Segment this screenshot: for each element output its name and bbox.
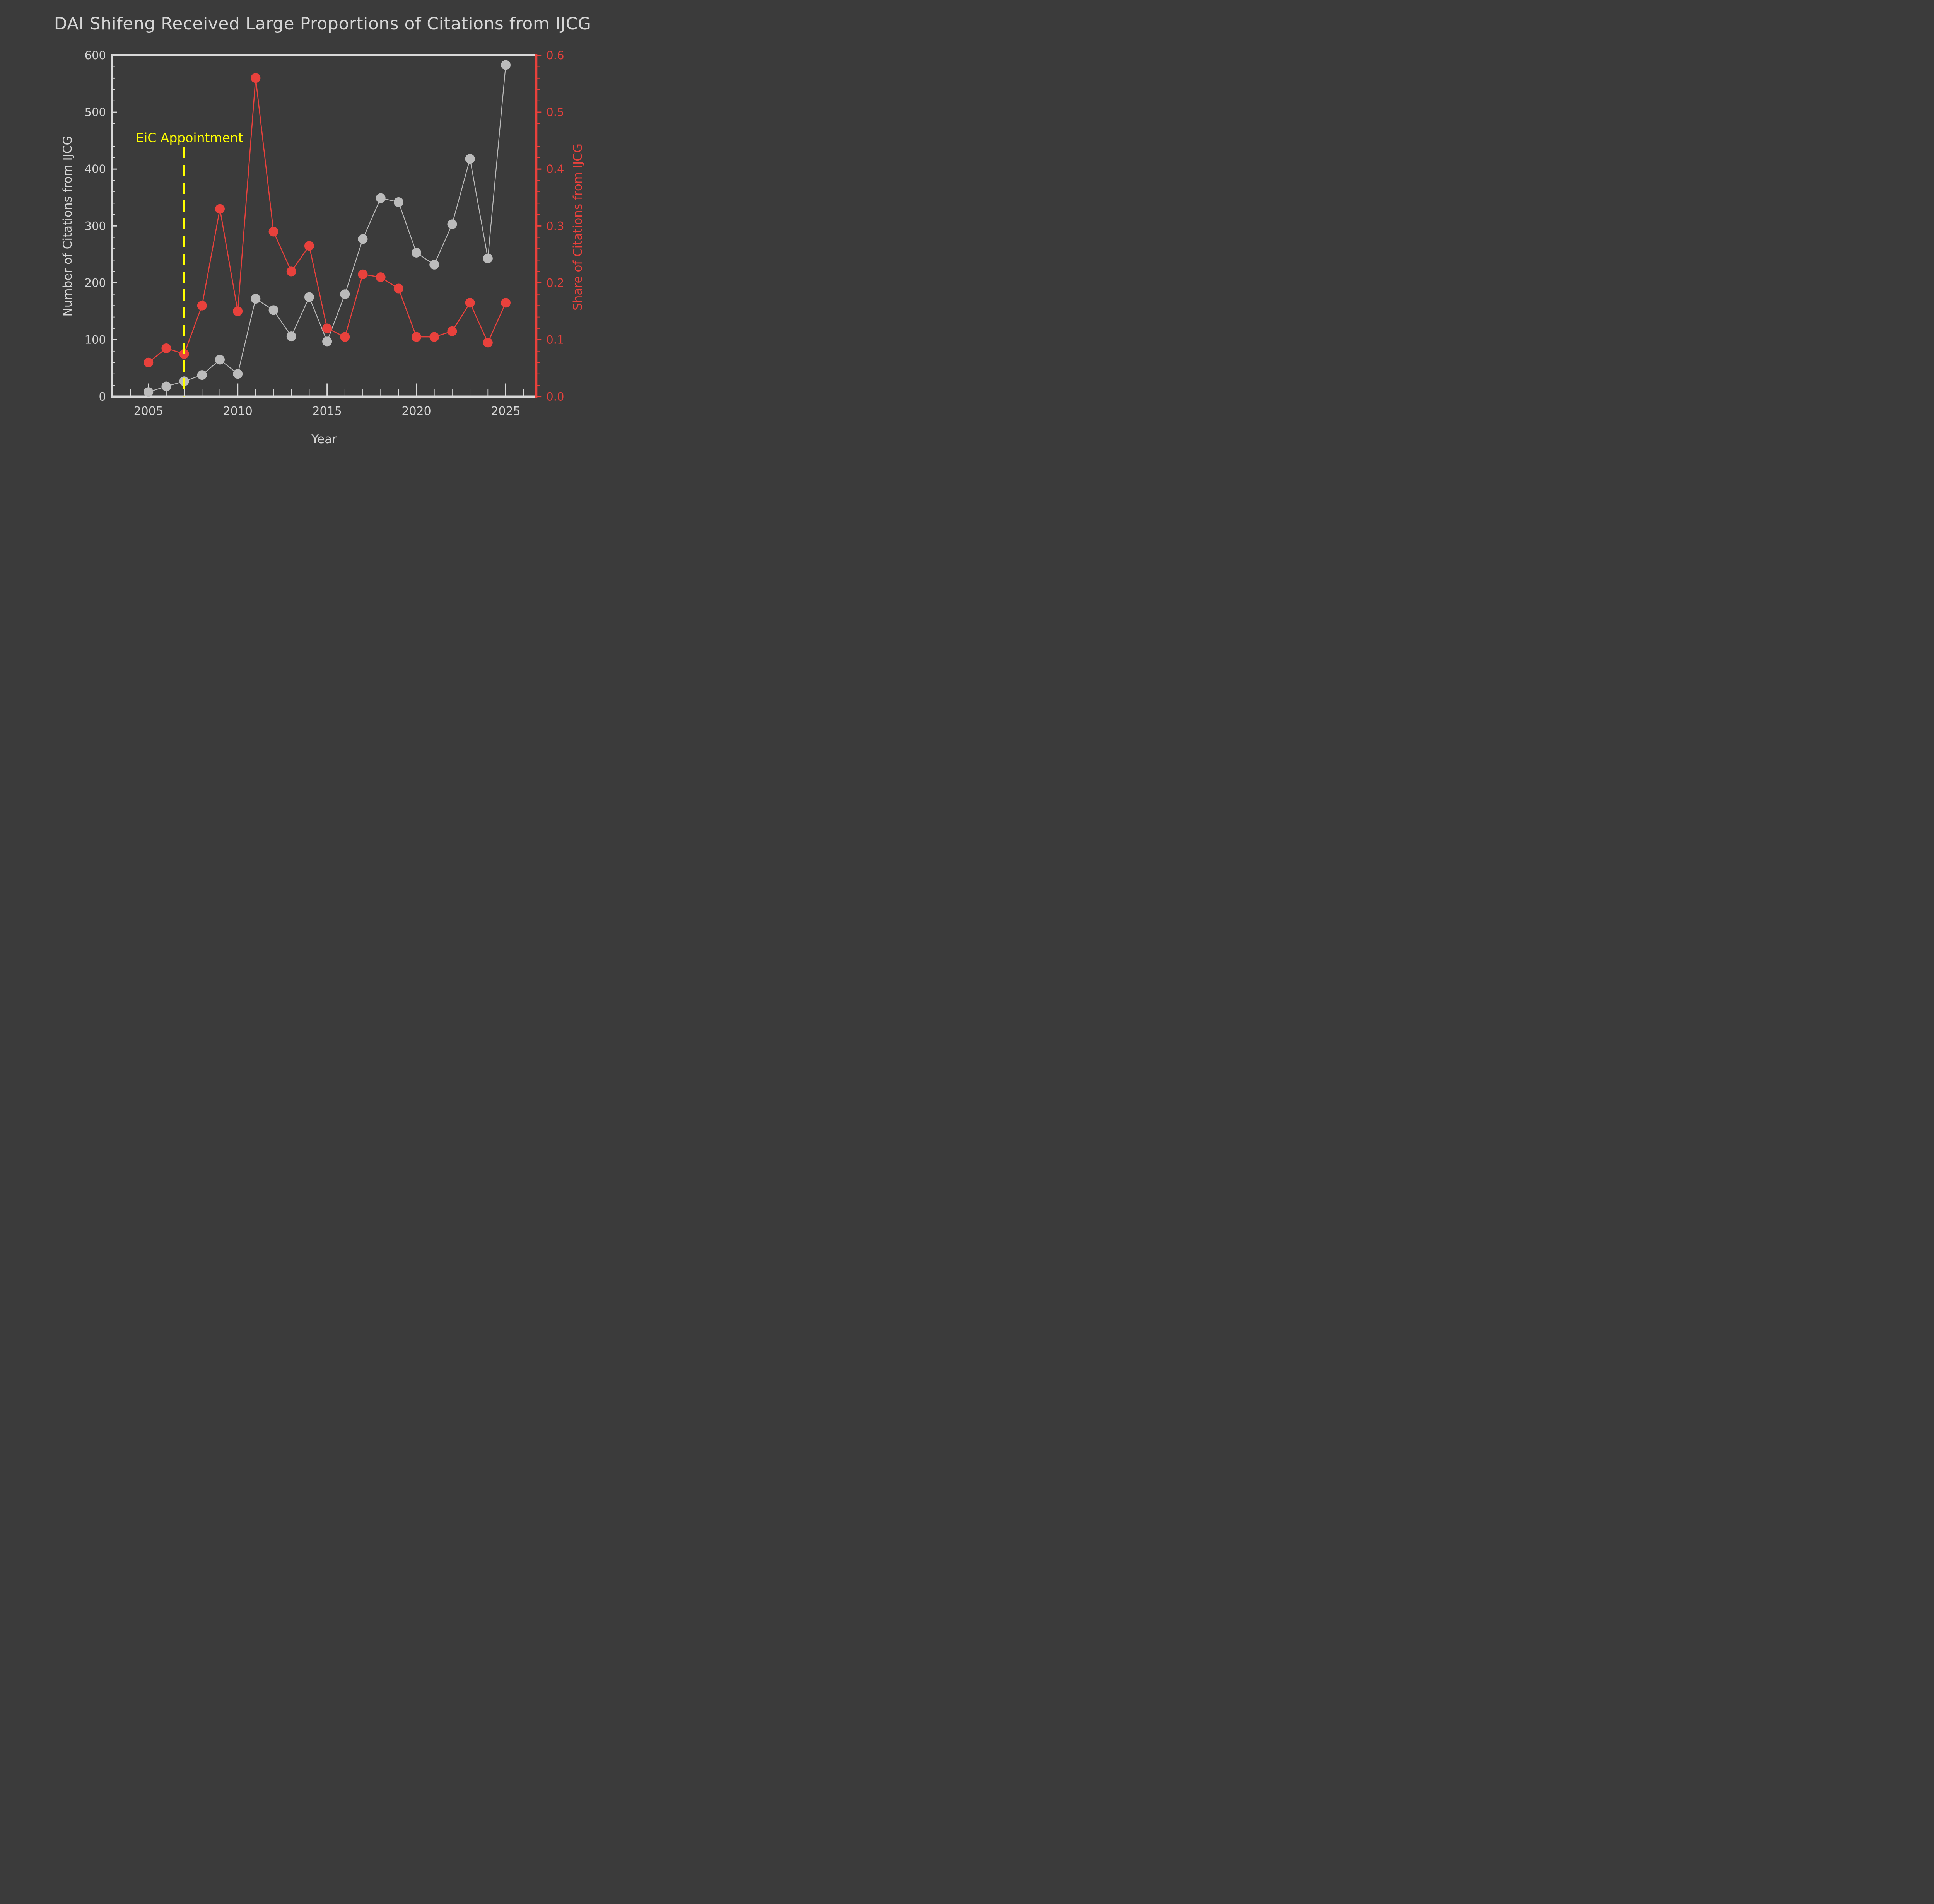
x-tick-label: 2020 <box>401 405 431 418</box>
citations-point <box>215 355 225 365</box>
share-point <box>197 301 207 311</box>
y-right-tick-label: 0.0 <box>546 390 564 403</box>
share-point <box>144 357 154 367</box>
citations-point <box>447 219 457 229</box>
y-left-tick-label: 0 <box>99 390 106 403</box>
x-tick-label: 2010 <box>223 405 253 418</box>
citations-point <box>197 370 207 380</box>
y-left-tick-label: 600 <box>85 49 106 62</box>
plot-canvas: 2005 2010 2015 2020 2025 0 100 200 300 400 500 600 0… <box>85 49 564 418</box>
share-point <box>340 332 350 342</box>
y-right-tick-label: 0.1 <box>546 333 564 346</box>
citations-point <box>429 260 439 270</box>
y-left-tick-label: 100 <box>85 333 106 346</box>
share-point <box>501 298 511 308</box>
eic-appointment-annotation: EiC Appointment <box>136 130 243 145</box>
y-left-tick-label: 200 <box>85 276 106 289</box>
chart-title: DAI Shifeng Received Large Proportions o… <box>54 14 591 34</box>
citations-point <box>358 234 368 244</box>
y-right-tick-label: 0.3 <box>546 219 564 232</box>
share-point <box>304 241 314 251</box>
share-point <box>412 332 422 342</box>
share-point <box>215 204 225 214</box>
y-left-tick-label: 400 <box>85 162 106 176</box>
y-axis-label-left: Number of Citations from IJCG <box>61 136 75 317</box>
y-right-tick-label: 0.5 <box>546 106 564 119</box>
citations-point <box>286 331 296 342</box>
share-point <box>179 349 189 359</box>
citations-point <box>322 336 332 347</box>
share-point <box>161 343 171 353</box>
chart-figure: 2005 2010 2015 2020 2025 0 100 200 300 400 500 600 0… <box>0 0 622 476</box>
citations-point <box>233 369 243 379</box>
share-point <box>483 338 493 348</box>
citations-point <box>376 193 386 203</box>
citations-point <box>393 197 403 207</box>
share-point <box>393 283 403 294</box>
share-point <box>465 298 475 308</box>
x-tick-label: 2025 <box>491 405 520 418</box>
citations-point <box>340 289 350 299</box>
share-point <box>251 73 261 83</box>
citations-point <box>251 294 261 304</box>
share-point <box>429 332 439 342</box>
y-right-tick-label: 0.6 <box>546 49 564 62</box>
share-point <box>376 272 386 282</box>
y-axis-label-right: Share of Citations from IJCG <box>571 143 585 311</box>
citations-point <box>144 387 154 397</box>
share-point <box>268 227 278 237</box>
x-tick-label: 2015 <box>312 405 342 418</box>
y-right-tick-label: 0.2 <box>546 276 564 289</box>
share-point <box>322 323 332 333</box>
x-tick-label: 2005 <box>134 405 163 418</box>
citations-point <box>483 253 493 263</box>
x-axis-label: Year <box>311 432 337 446</box>
y-right-tick-label: 0.4 <box>546 162 564 176</box>
citations-point <box>412 248 422 258</box>
citations-point <box>268 305 278 315</box>
citations-point <box>465 154 475 164</box>
citations-point <box>161 381 171 391</box>
share-point <box>286 266 296 277</box>
citations-point <box>501 60 511 70</box>
y-left-tick-label: 300 <box>85 219 106 232</box>
citations-point <box>304 292 314 302</box>
share-point <box>358 269 368 279</box>
share-point <box>233 306 243 316</box>
y-left-tick-label: 500 <box>85 106 106 119</box>
share-point <box>447 326 457 336</box>
